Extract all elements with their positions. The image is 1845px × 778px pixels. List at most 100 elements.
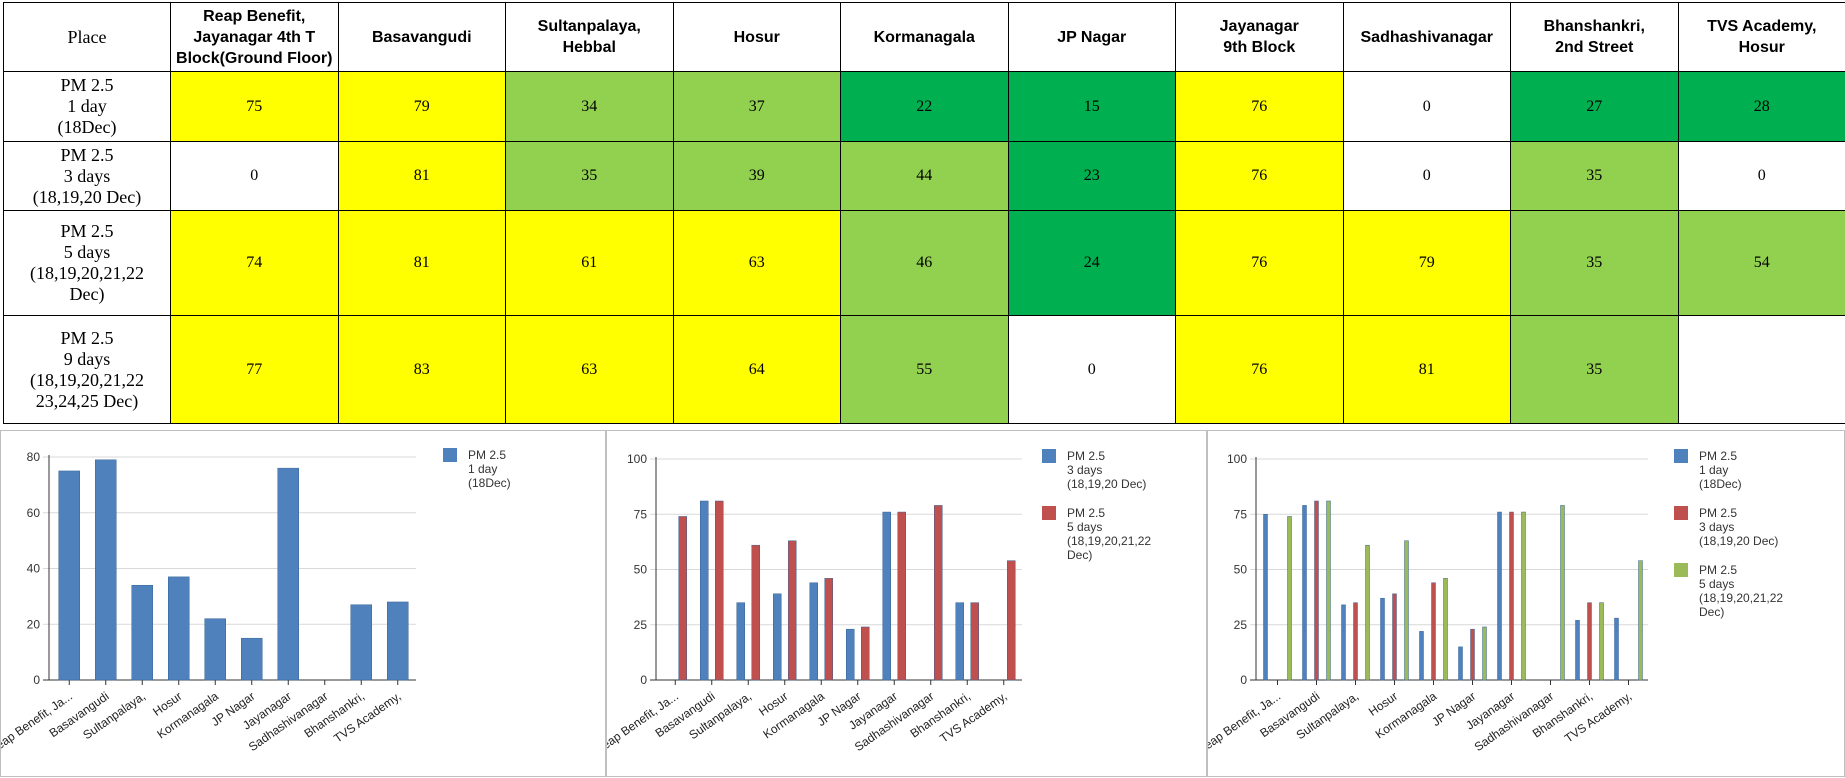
- bar: [700, 501, 708, 680]
- bar: [1354, 603, 1358, 680]
- table-cell: 81: [338, 142, 506, 211]
- bar: [715, 501, 723, 680]
- table-cell: 23: [1008, 142, 1176, 211]
- y-tick-label: 50: [1234, 563, 1248, 577]
- table-cell: 37: [673, 72, 841, 142]
- table-cell: 0: [1343, 72, 1511, 142]
- legend-swatch: [1674, 506, 1688, 520]
- table-cell: 44: [841, 142, 1009, 211]
- place-header: Hosur: [673, 3, 841, 72]
- bar: [1432, 583, 1436, 680]
- bar: [898, 512, 906, 680]
- legend-swatch: [443, 448, 457, 462]
- table-cell: 77: [171, 316, 339, 424]
- y-tick-label: 75: [1234, 507, 1248, 521]
- place-column-header: Place: [4, 3, 171, 72]
- bar: [1327, 501, 1331, 680]
- bar: [387, 602, 408, 680]
- legend-swatch: [1674, 449, 1688, 463]
- place-header: Jayanagar 9th Block: [1176, 3, 1344, 72]
- row-label: PM 2.5 5 days (18,19,20,21,22 Dec): [4, 211, 171, 316]
- y-tick-label: 100: [1227, 452, 1247, 466]
- bar: [1600, 603, 1604, 680]
- bar: [59, 471, 80, 680]
- place-header: Sultanpalaya, Hebbal: [506, 3, 674, 72]
- bar: [1288, 516, 1292, 680]
- bar: [1444, 578, 1448, 680]
- y-tick-label: 60: [27, 506, 41, 520]
- place-header: Sadhashivanagar: [1343, 3, 1511, 72]
- table-cell: 35: [1511, 142, 1679, 211]
- table-cell: 24: [1008, 211, 1176, 316]
- table-cell: 34: [506, 72, 674, 142]
- place-header: JP Nagar: [1008, 3, 1176, 72]
- y-tick-label: 0: [1240, 673, 1247, 687]
- bar: [278, 468, 299, 680]
- bar: [1561, 505, 1565, 680]
- bar: [1459, 647, 1463, 680]
- row-label: PM 2.5 3 days (18,19,20 Dec): [4, 142, 171, 211]
- table-cell: 55: [841, 316, 1009, 424]
- bar: [168, 577, 189, 680]
- bar: [956, 603, 964, 680]
- table-cell: 76: [1176, 211, 1344, 316]
- table-cell: 79: [338, 72, 506, 142]
- bar: [351, 605, 372, 680]
- table-cell: 79: [1343, 211, 1511, 316]
- bar: [1510, 512, 1514, 680]
- place-header: Kormanagala: [841, 3, 1009, 72]
- table-cell: 28: [1678, 72, 1845, 142]
- bar: [1522, 512, 1526, 680]
- legend-swatch: [1042, 506, 1056, 520]
- table-row: PM 2.5 9 days (18,19,20,21,22 23,24,25 D…: [4, 316, 1845, 424]
- table-cell: 76: [1176, 142, 1344, 211]
- table-cell: 81: [338, 211, 506, 316]
- bar: [825, 578, 833, 680]
- table-cell: 81: [1343, 316, 1511, 424]
- bar: [1498, 512, 1502, 680]
- bar: [1264, 514, 1268, 680]
- x-tick-label: TVS Academy,: [1562, 689, 1634, 745]
- table-cell: 61: [506, 211, 674, 316]
- bar: [1007, 561, 1015, 680]
- table-cell: 0: [1678, 142, 1845, 211]
- bar: [934, 505, 942, 680]
- table-cell: 0: [171, 142, 339, 211]
- place-header: Bhanshankri, 2nd Street: [1511, 3, 1679, 72]
- bar: [1639, 561, 1643, 680]
- table-cell: 74: [171, 211, 339, 316]
- bar: [132, 585, 153, 680]
- y-tick-label: 100: [627, 452, 647, 466]
- table-cell: 63: [506, 316, 674, 424]
- bar: [679, 516, 687, 680]
- row-label: PM 2.5 9 days (18,19,20,21,22 23,24,25 D…: [4, 316, 171, 424]
- bar: [971, 603, 979, 680]
- y-tick-label: 0: [33, 673, 40, 687]
- y-tick-label: 20: [27, 617, 41, 631]
- bar: [1471, 629, 1475, 680]
- pm25-data-table: Place Reap Benefit, Jayanagar 4th T Bloc…: [3, 2, 1845, 424]
- table-cell: 39: [673, 142, 841, 211]
- table-cell: 83: [338, 316, 506, 424]
- bar: [1420, 631, 1424, 680]
- bar: [810, 583, 818, 680]
- table-cell: 75: [171, 72, 339, 142]
- bar: [737, 603, 745, 680]
- y-tick-label: 25: [634, 618, 648, 632]
- bar: [1576, 620, 1580, 680]
- bar: [1588, 603, 1592, 680]
- bar: [1366, 545, 1370, 680]
- bar: [1393, 594, 1397, 680]
